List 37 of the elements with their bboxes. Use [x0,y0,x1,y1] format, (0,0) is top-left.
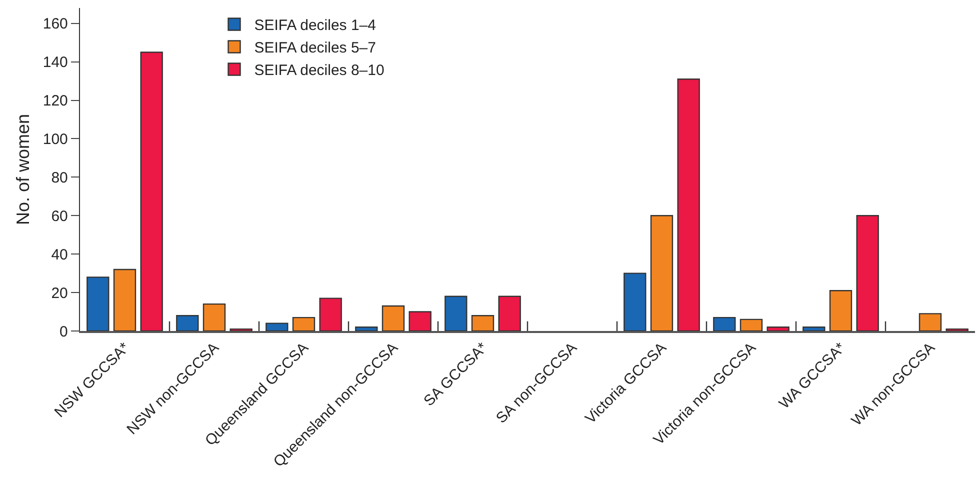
y-tick-label: 80 [51,169,68,186]
bar [355,326,378,331]
y-tick-label: 60 [51,208,68,225]
bar [319,298,342,331]
y-tick-label: 0 [60,323,68,340]
legend-label: SEIFA deciles 8–10 [254,62,384,80]
bar [444,296,468,331]
y-tick-label: 100 [42,130,68,148]
bar [176,315,199,331]
bar [856,215,879,331]
bar [677,78,700,331]
bar [113,268,136,331]
y-axis-title: No. of women [13,114,34,226]
bar [408,311,432,331]
bar [382,305,405,331]
bar [713,316,736,331]
y-tick-label: 160 [42,16,68,33]
bar [471,315,494,331]
bar [140,52,163,331]
bar [650,215,674,331]
bar [202,303,226,331]
legend-label: SEIFA deciles 1–4 [254,17,376,34]
bar [802,326,826,331]
legend-label: SEIFA deciles 5–7 [254,40,376,57]
y-tick-label: 20 [51,284,68,302]
bar [829,290,852,331]
y-tick-label: 140 [42,54,68,72]
bar [266,322,288,331]
bar [624,272,646,331]
bar [292,316,316,331]
y-tick-label: 120 [42,92,68,110]
bar [766,326,790,331]
y-tick-label: 40 [51,246,68,264]
bar [498,296,521,331]
bar [918,313,942,331]
bar [86,276,110,331]
bar [740,318,763,331]
